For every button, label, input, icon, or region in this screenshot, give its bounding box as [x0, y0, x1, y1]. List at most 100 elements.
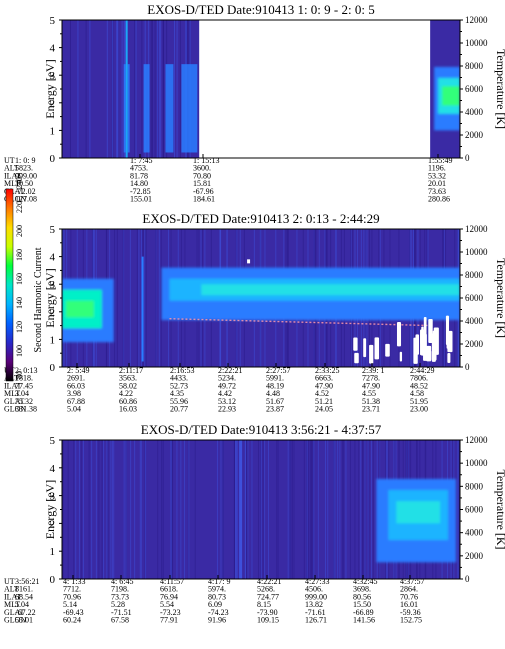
- table-cell: 47.90: [362, 381, 380, 390]
- table-cell: -71.51: [111, 608, 132, 617]
- panel-title: EXOS-D/TED Date:910413 2: 0:13 - 2:44:29: [142, 211, 379, 226]
- table-cell: 2:22:21: [218, 366, 242, 375]
- y-tick-label: 4: [50, 252, 56, 264]
- panel-3: EXOS-D/TED Date:910413 3:56:21 - 4:37:57…: [4, 422, 505, 625]
- table-row-label: GLAT: [4, 608, 25, 617]
- y-tick-label: 3: [50, 70, 56, 82]
- table-row-label: ALT: [4, 164, 19, 173]
- panel-title: EXOS-D/TED Date:910413 1: 0: 9 - 2: 0: 5: [147, 2, 374, 17]
- table-cell: 184.61: [193, 195, 215, 204]
- table-cell: 155.01: [130, 195, 152, 204]
- heatmap-image: [62, 440, 460, 579]
- table-cell: 4433.: [170, 374, 188, 383]
- y2-tick-label: 2000: [465, 130, 484, 140]
- table-cell: 4.48: [266, 389, 280, 398]
- table-row-label: ILAT: [4, 171, 21, 180]
- y2-tick-label: 0: [465, 153, 470, 163]
- colorbar-label: Second Harmonic Current: [33, 247, 44, 352]
- table-cell: 20.01: [428, 179, 446, 188]
- y2-tick-label: 8000: [465, 61, 484, 71]
- table-row-label: MLT: [4, 600, 20, 609]
- table-cell: 10.50: [15, 179, 33, 188]
- colorbar-tick-label: 140: [15, 297, 24, 309]
- table-cell: 70.76: [400, 592, 418, 601]
- table-cell: 4506.: [305, 585, 323, 594]
- table-cell: 2864.: [400, 585, 418, 594]
- table-cell: 22.93: [218, 405, 236, 414]
- table-row-label: GLON: [4, 195, 26, 204]
- table-cell: 1: 15:13: [193, 156, 219, 165]
- colorbar-tick-label: 80: [15, 371, 24, 379]
- table-cell: 4.22: [119, 389, 133, 398]
- table-cell: 3600.: [193, 164, 211, 173]
- table-cell: 23.00: [410, 405, 428, 414]
- table-cell: 13.82: [305, 600, 323, 609]
- table-cell: 53.12: [218, 397, 236, 406]
- table-cell: 52.73: [170, 381, 188, 390]
- y-tick-label: 0: [50, 574, 56, 586]
- y2-tick-label: 6000: [465, 293, 484, 303]
- y2-tick-label: 8000: [465, 481, 484, 491]
- y-tick-label: 0: [50, 362, 56, 374]
- table-cell: 51.21: [315, 397, 333, 406]
- table-cell: 5.54: [160, 600, 174, 609]
- table-cell: 2:16:53: [170, 366, 194, 375]
- y-tick-label: 0: [50, 153, 56, 165]
- table-cell: 2691.: [67, 374, 85, 383]
- table-cell: 4:32:45: [353, 577, 377, 586]
- table-cell: 3.04: [15, 389, 29, 398]
- y-tick-label: 4: [50, 43, 56, 55]
- y2-axis-label: Temperature [K]: [494, 49, 505, 129]
- table-cell: 60.24: [63, 616, 81, 625]
- table-cell: 8161.: [15, 585, 33, 594]
- table-row-label: MLT: [4, 179, 20, 188]
- table-cell: 4:11:57: [160, 577, 184, 586]
- y2-tick-label: 10000: [465, 458, 488, 468]
- y2-tick-label: 8000: [465, 270, 484, 280]
- table-cell: 66.03: [67, 381, 85, 390]
- panel-title: EXOS-D/TED Date:910413 3:56:21 - 4:37:57: [141, 422, 382, 437]
- table-cell: 1:55:49: [428, 156, 452, 165]
- colorbar-tick-label: 220: [15, 201, 24, 213]
- table-cell: 51.67: [266, 397, 284, 406]
- table-cell: 55.96: [170, 397, 188, 406]
- table-cell: 73.63: [428, 187, 446, 196]
- table-row-label: ILAT: [4, 381, 21, 390]
- table-cell: 80.73: [208, 592, 226, 601]
- table-cell: 75.32: [15, 397, 33, 406]
- y-tick-label: 1: [50, 125, 56, 137]
- table-cell: 141.56: [353, 616, 375, 625]
- y2-tick-label: 4000: [465, 107, 484, 117]
- table-cell: 1196.: [428, 164, 446, 173]
- table-cell: 4:27:33: [305, 577, 329, 586]
- table-cell: -72.85: [130, 187, 151, 196]
- y2-axis-label: Temperature [K]: [494, 258, 505, 338]
- y-axis-label: Energy [eV]: [43, 480, 57, 539]
- table-cell: 280.86: [428, 195, 450, 204]
- y2-tick-label: 2000: [465, 339, 484, 349]
- table-cell: -67.96: [193, 187, 214, 196]
- table-cell: -73.23: [160, 608, 181, 617]
- table-cell: 1818.: [15, 374, 33, 383]
- table-row-label: GLON: [4, 405, 26, 414]
- table-cell: 91.96: [208, 616, 226, 625]
- table-cell: 5.28: [111, 600, 125, 609]
- y-tick-label: 1: [50, 334, 56, 346]
- table-cell: 55.01: [15, 616, 33, 625]
- y2-axis-label: Temperature [K]: [494, 469, 505, 549]
- table-cell: 6663.: [315, 374, 333, 383]
- table-cell: 81.78: [130, 171, 148, 180]
- table-cell: 7806.: [410, 374, 428, 383]
- table-cell: 47.90: [315, 381, 333, 390]
- y-tick-label: 5: [50, 224, 56, 236]
- table-cell: 5268.: [257, 585, 275, 594]
- y-axis-label: Energy [eV]: [43, 268, 57, 327]
- y-tick-label: 4: [50, 463, 56, 475]
- table-cell: 68.54: [15, 592, 33, 601]
- table-cell: 5.04: [15, 600, 29, 609]
- table-cell: 7712.: [63, 585, 81, 594]
- orbit-table: UT2: 0:132: 5:492:11:172:16:532:22:212:2…: [4, 366, 434, 414]
- table-cell: 16.01: [400, 600, 418, 609]
- table-cell: 7198.: [111, 585, 129, 594]
- table-cell: 4.55: [362, 389, 376, 398]
